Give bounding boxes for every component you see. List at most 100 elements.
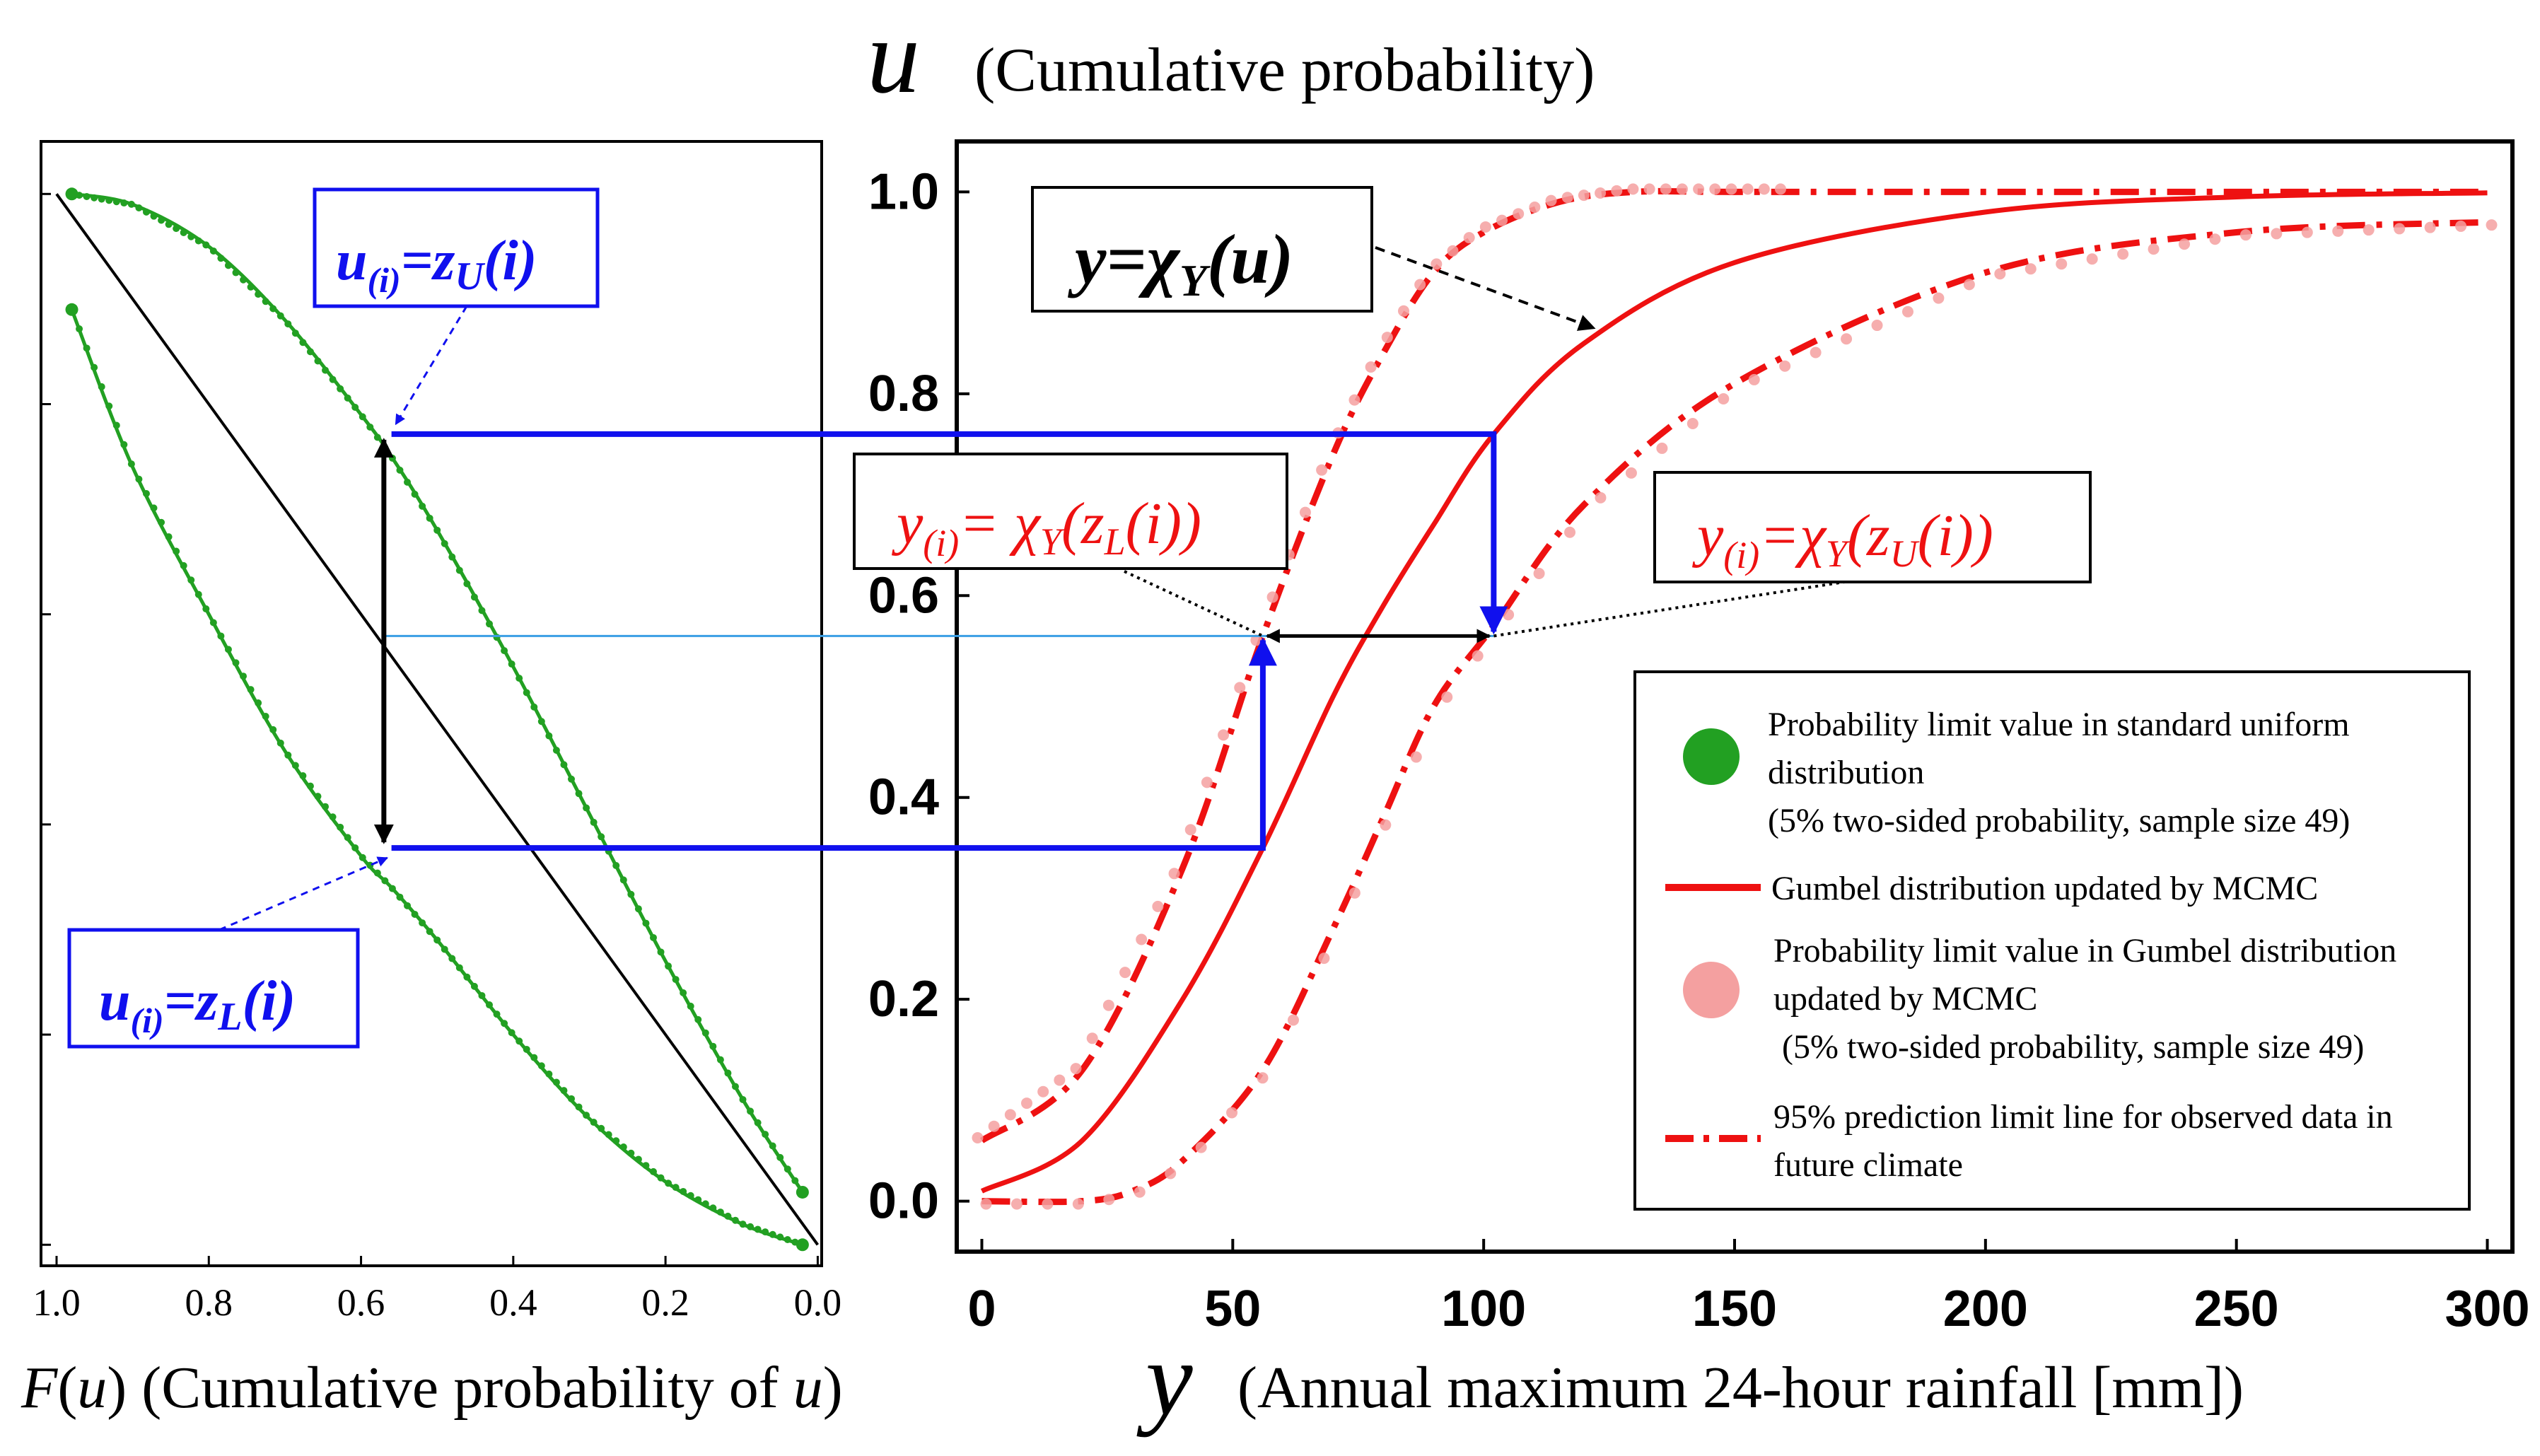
left-limit-dot-0-89	[731, 1083, 739, 1090]
left-limit-dot-0-5	[105, 197, 113, 204]
left-limit-dot-1-28	[276, 739, 284, 747]
left-limit-dot-1-44	[396, 893, 404, 901]
svg-text:updated by MCMC: updated by MCMC	[1773, 980, 2037, 1018]
right-pink-dot-2-23	[1686, 417, 1699, 429]
left-limit-line-1	[70, 308, 803, 1247]
left-limit-dot-0-73	[612, 862, 620, 870]
left-limit-dot-0-38	[351, 403, 359, 411]
left-limit-dot-1-6	[112, 421, 120, 429]
right-x-tick-label-2: 100	[1441, 1281, 1526, 1337]
left-limit-dot-1-13	[165, 533, 173, 541]
left-limit-dot-1-24	[247, 686, 255, 694]
left-limit-dot-0-39	[359, 413, 366, 421]
left-limit-dot-0-8	[127, 200, 135, 208]
right-pink-dot-2-18	[1533, 568, 1545, 580]
left-limit-dot-0-35	[329, 375, 337, 383]
right-pink-dot-1-18	[1266, 591, 1278, 603]
left-limit-dot-0-82	[680, 989, 687, 997]
right-pink-dot-2-8	[1226, 1107, 1238, 1119]
right-pink-dot-2-31	[1933, 292, 1945, 304]
right-pink-dot-1-3	[1021, 1097, 1033, 1110]
left-limit-dot-1-90	[739, 1221, 747, 1228]
right-pink-dot-1-28	[1431, 258, 1443, 270]
left-limit-dot-0-14	[173, 225, 180, 233]
legend-item-dashdot: 95% prediction limit line for observed d…	[1665, 1098, 2393, 1184]
left-limit-end-0-a	[65, 187, 78, 201]
left-limit-dot-0-16	[187, 233, 195, 240]
left-limit-dot-0-65	[552, 747, 560, 755]
left-limit-dot-1-2	[83, 344, 91, 352]
left-series	[55, 187, 820, 1252]
left-limit-dot-1-62	[530, 1054, 538, 1061]
left-limit-dot-0-58	[501, 647, 508, 655]
right-pink-dot-1-45	[1709, 183, 1721, 195]
left-limit-dot-0-10	[142, 208, 150, 216]
right-pink-dot-2-49	[2486, 219, 2498, 231]
right-pink-dot-2-13	[1380, 819, 1392, 831]
left-limit-dot-1-11	[150, 504, 158, 512]
left-x-tick-label-3: 0.4	[489, 1281, 537, 1324]
left-limit-dot-1-92	[754, 1225, 762, 1233]
left-limit-dot-1-77	[642, 1162, 650, 1170]
left-limit-dot-1-53	[463, 973, 471, 981]
left-limit-dot-0-24	[247, 283, 255, 291]
svg-text:Probability limit value in Gum: Probability limit value in Gumbel distri…	[1773, 932, 2396, 969]
left-limit-dot-1-68	[575, 1103, 583, 1111]
right-pink-dot-2-15	[1441, 691, 1453, 703]
left-limit-dot-0-22	[232, 269, 240, 276]
right-pink-dot-2-38	[2148, 243, 2160, 255]
left-limit-dot-1-86	[709, 1204, 717, 1212]
left-limit-dot-0-79	[657, 948, 665, 956]
right-pink-dot-2-36	[2086, 253, 2098, 265]
right-y-tick-label-3: 0.6	[868, 567, 939, 624]
left-panel: 1.0 0.8 0.6 0.4 0.2 0.0	[33, 140, 842, 1324]
right-pink-dot-2-22	[1656, 442, 1668, 454]
left-limit-end-0-b	[796, 1185, 809, 1199]
blue-connector-upper	[391, 431, 1508, 635]
left-x-tick-label-5: 0.0	[794, 1281, 842, 1324]
right-pink-dot-2-2	[1042, 1198, 1054, 1210]
right-pink-dot-2-12	[1348, 887, 1361, 899]
left-limit-dot-0-54	[470, 593, 478, 601]
right-pink-dot-2-5	[1134, 1186, 1146, 1198]
left-limit-dot-0-70	[590, 818, 598, 826]
left-limit-dot-0-78	[649, 933, 657, 941]
left-limit-dot-0-84	[694, 1015, 702, 1023]
left-limit-dot-0-77	[642, 919, 650, 927]
left-limit-dot-1-56	[486, 1001, 494, 1009]
left-limit-dot-0-32	[306, 348, 314, 356]
svg-text:(5% two-sided probability, sam: (5% two-sided probability, sample size 4…	[1773, 1028, 2364, 1066]
right-pink-dot-2-6	[1165, 1167, 1177, 1180]
right-pink-dot-2-14	[1410, 751, 1422, 763]
leader-left-point	[1124, 570, 1264, 638]
left-limit-dot-0-36	[337, 385, 344, 392]
left-limit-dot-1-55	[478, 991, 486, 999]
left-limit-dot-0-75	[627, 890, 635, 898]
right-pink-dot-2-21	[1625, 467, 1637, 479]
left-limit-dot-0-63	[537, 718, 545, 726]
right-pink-dot-1-5	[1054, 1074, 1066, 1086]
left-limit-dot-1-81	[672, 1184, 680, 1192]
left-limit-dot-0-85	[701, 1029, 709, 1037]
left-limit-dot-0-28	[276, 312, 284, 320]
left-limit-dot-1-61	[523, 1045, 530, 1053]
right-pink-dot-1-39	[1611, 185, 1623, 197]
right-pink-dot-2-20	[1595, 491, 1607, 503]
left-limit-dot-1-15	[180, 561, 187, 569]
left-limit-dot-0-62	[530, 703, 538, 711]
svg-text:Probability limit value in sta: Probability limit value in standard unif…	[1768, 706, 2350, 743]
right-y-tick-label-4: 0.8	[868, 366, 939, 422]
right-pink-dot-2-9	[1257, 1072, 1269, 1084]
left-x-tick-label-0: 1.0	[33, 1281, 81, 1324]
left-limit-dot-0-37	[344, 394, 351, 402]
right-panel: 0.0 0.2 0.4 0.6 0.8 1.0 0 50 100 150 200 250 300	[868, 139, 2530, 1337]
leader-right-point	[1493, 575, 1882, 638]
left-limit-dot-1-17	[194, 590, 202, 598]
right-pink-dot-1-8	[1102, 999, 1114, 1011]
left-limit-dot-0-19	[209, 247, 217, 255]
left-limit-dot-0-33	[314, 357, 322, 365]
left-limit-dot-1-60	[515, 1037, 523, 1045]
left-diagonal-line	[55, 193, 820, 1246]
right-y-tick-label-2: 0.4	[868, 769, 939, 826]
right-pink-dot-1-16	[1234, 682, 1246, 694]
